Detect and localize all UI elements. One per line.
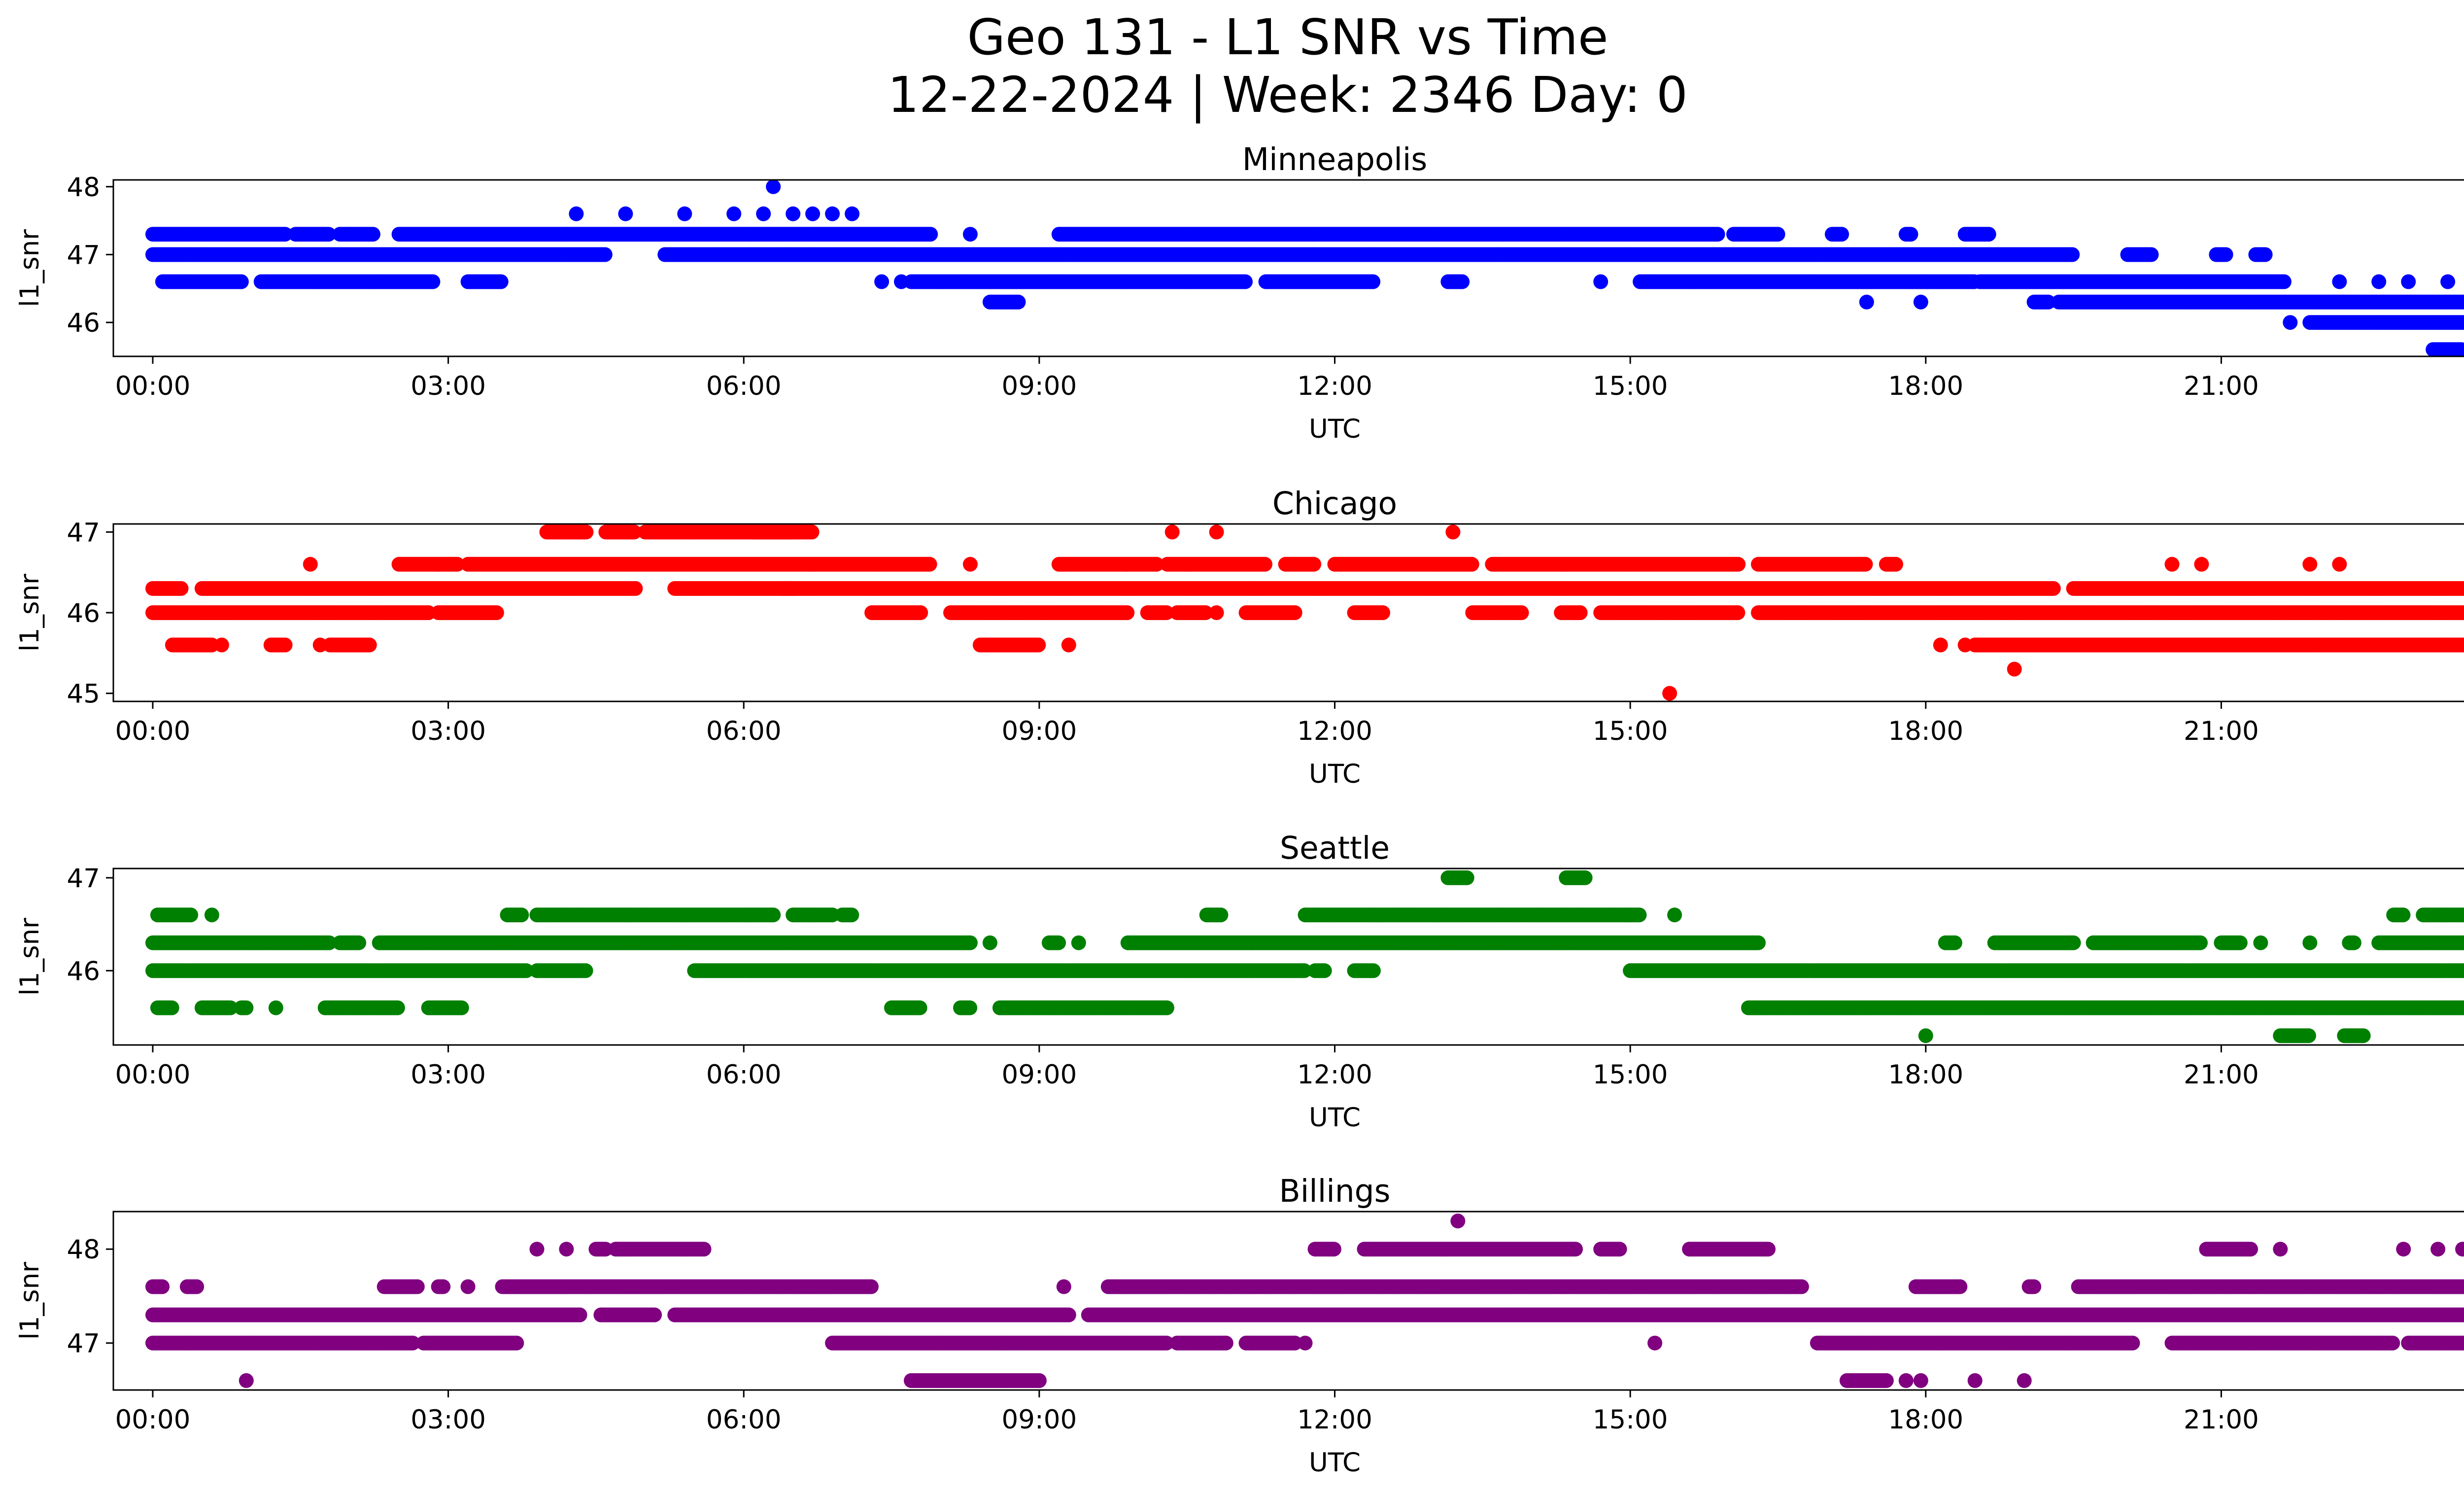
x-tick-label: 21:00	[2184, 716, 2259, 746]
data-point	[825, 206, 840, 221]
y-axis-label: l1_snr	[15, 574, 45, 652]
data-point	[1306, 556, 1322, 572]
data-point	[628, 581, 643, 596]
x-axis-label: UTC	[1309, 759, 1361, 789]
data-point	[1903, 227, 1918, 242]
data-point	[2332, 274, 2347, 289]
x-tick-label: 06:00	[706, 716, 782, 746]
data-point	[1593, 274, 1608, 289]
y-tick-label: 46	[67, 308, 100, 338]
y-tick-label: 47	[67, 518, 100, 548]
data-point	[597, 247, 613, 262]
data-point	[1888, 556, 1903, 572]
data-point	[1859, 294, 1874, 310]
data-point	[2258, 247, 2273, 262]
data-point	[922, 556, 937, 572]
data-point	[677, 206, 692, 221]
data-point	[321, 227, 336, 242]
data-point	[234, 274, 249, 289]
figure-title-line2: 12-22-2024 | Week: 2346 Day: 0	[888, 66, 1687, 124]
x-tick-label: 12:00	[1297, 716, 1372, 746]
data-point	[1981, 227, 1996, 242]
subplot-title: Chicago	[1272, 486, 1397, 522]
x-tick-label: 09:00	[1001, 716, 1077, 746]
y-tick-label: 45	[67, 679, 100, 709]
data-point	[786, 206, 801, 221]
data-point	[2371, 274, 2387, 289]
data-point	[618, 206, 633, 221]
data-point	[756, 206, 771, 221]
data-point	[173, 581, 189, 596]
x-tick-label: 18:00	[1888, 716, 1963, 746]
x-tick-label: 21:00	[2184, 371, 2259, 401]
data-point	[1464, 556, 1479, 572]
subplots: Minneapolis UTC l1_snr 00:00 03:00 06:00 09:00…	[15, 141, 2464, 1478]
data-point	[1258, 556, 1272, 572]
x-tick-label: 12:00	[1297, 371, 1372, 401]
data-point	[1366, 274, 1381, 289]
y-tick-label: 48	[67, 173, 100, 203]
data-point	[962, 227, 978, 242]
data-point	[425, 274, 441, 289]
x-tick-label: 03:00	[411, 716, 486, 746]
data-point	[1834, 227, 1849, 242]
y-tick-label: 47	[67, 240, 100, 270]
subplot-minneapolis: Minneapolis UTC l1_snr 00:00 03:00 06:00 09:00…	[15, 141, 2464, 444]
data-point	[493, 274, 509, 289]
y-axis-label: l1_snr	[15, 229, 45, 307]
data-point	[1455, 274, 1470, 289]
data-point	[1770, 227, 1785, 242]
data-point	[962, 556, 978, 572]
data-point	[726, 206, 742, 221]
data-point	[1913, 294, 1928, 310]
data-point	[2065, 247, 2080, 262]
x-tick-label: 03:00	[411, 371, 486, 401]
x-tick-label: 00:00	[115, 371, 191, 401]
data-point	[1011, 294, 1026, 310]
data-point	[569, 206, 584, 221]
data-point	[874, 274, 890, 289]
data-point	[845, 206, 860, 221]
data-point	[766, 179, 781, 194]
data-point	[923, 227, 938, 242]
data-point	[1858, 556, 1873, 572]
x-tick-label: 00:00	[115, 716, 191, 746]
x-axis-label: UTC	[1309, 414, 1361, 444]
data-point	[2144, 247, 2159, 262]
data-point	[2276, 274, 2292, 289]
data-point	[365, 227, 380, 242]
x-tick-label: 06:00	[706, 371, 782, 401]
data-point	[1731, 556, 1746, 572]
data-point	[2401, 274, 2416, 289]
data-point	[2440, 274, 2456, 289]
data-point	[1710, 227, 1725, 242]
x-tick-label: 09:00	[1001, 371, 1077, 401]
data-point	[2283, 315, 2298, 330]
scatter-points	[145, 179, 2464, 357]
data-point	[805, 206, 821, 221]
data-point	[1238, 274, 1253, 289]
data-point	[579, 524, 594, 540]
data-point	[894, 274, 909, 289]
subplot-title: Minneapolis	[1242, 141, 1427, 177]
data-point	[2218, 247, 2233, 262]
data-point	[277, 227, 293, 242]
y-tick-label: 46	[67, 598, 100, 628]
figure-title-line1: Geo 131 - L1 SNR vs Time	[967, 8, 1608, 66]
x-tick-label: 18:00	[1888, 371, 1963, 401]
x-tick-label: 15:00	[1593, 371, 1668, 401]
data-point	[804, 524, 820, 540]
x-tick-label: 15:00	[1593, 716, 1668, 746]
